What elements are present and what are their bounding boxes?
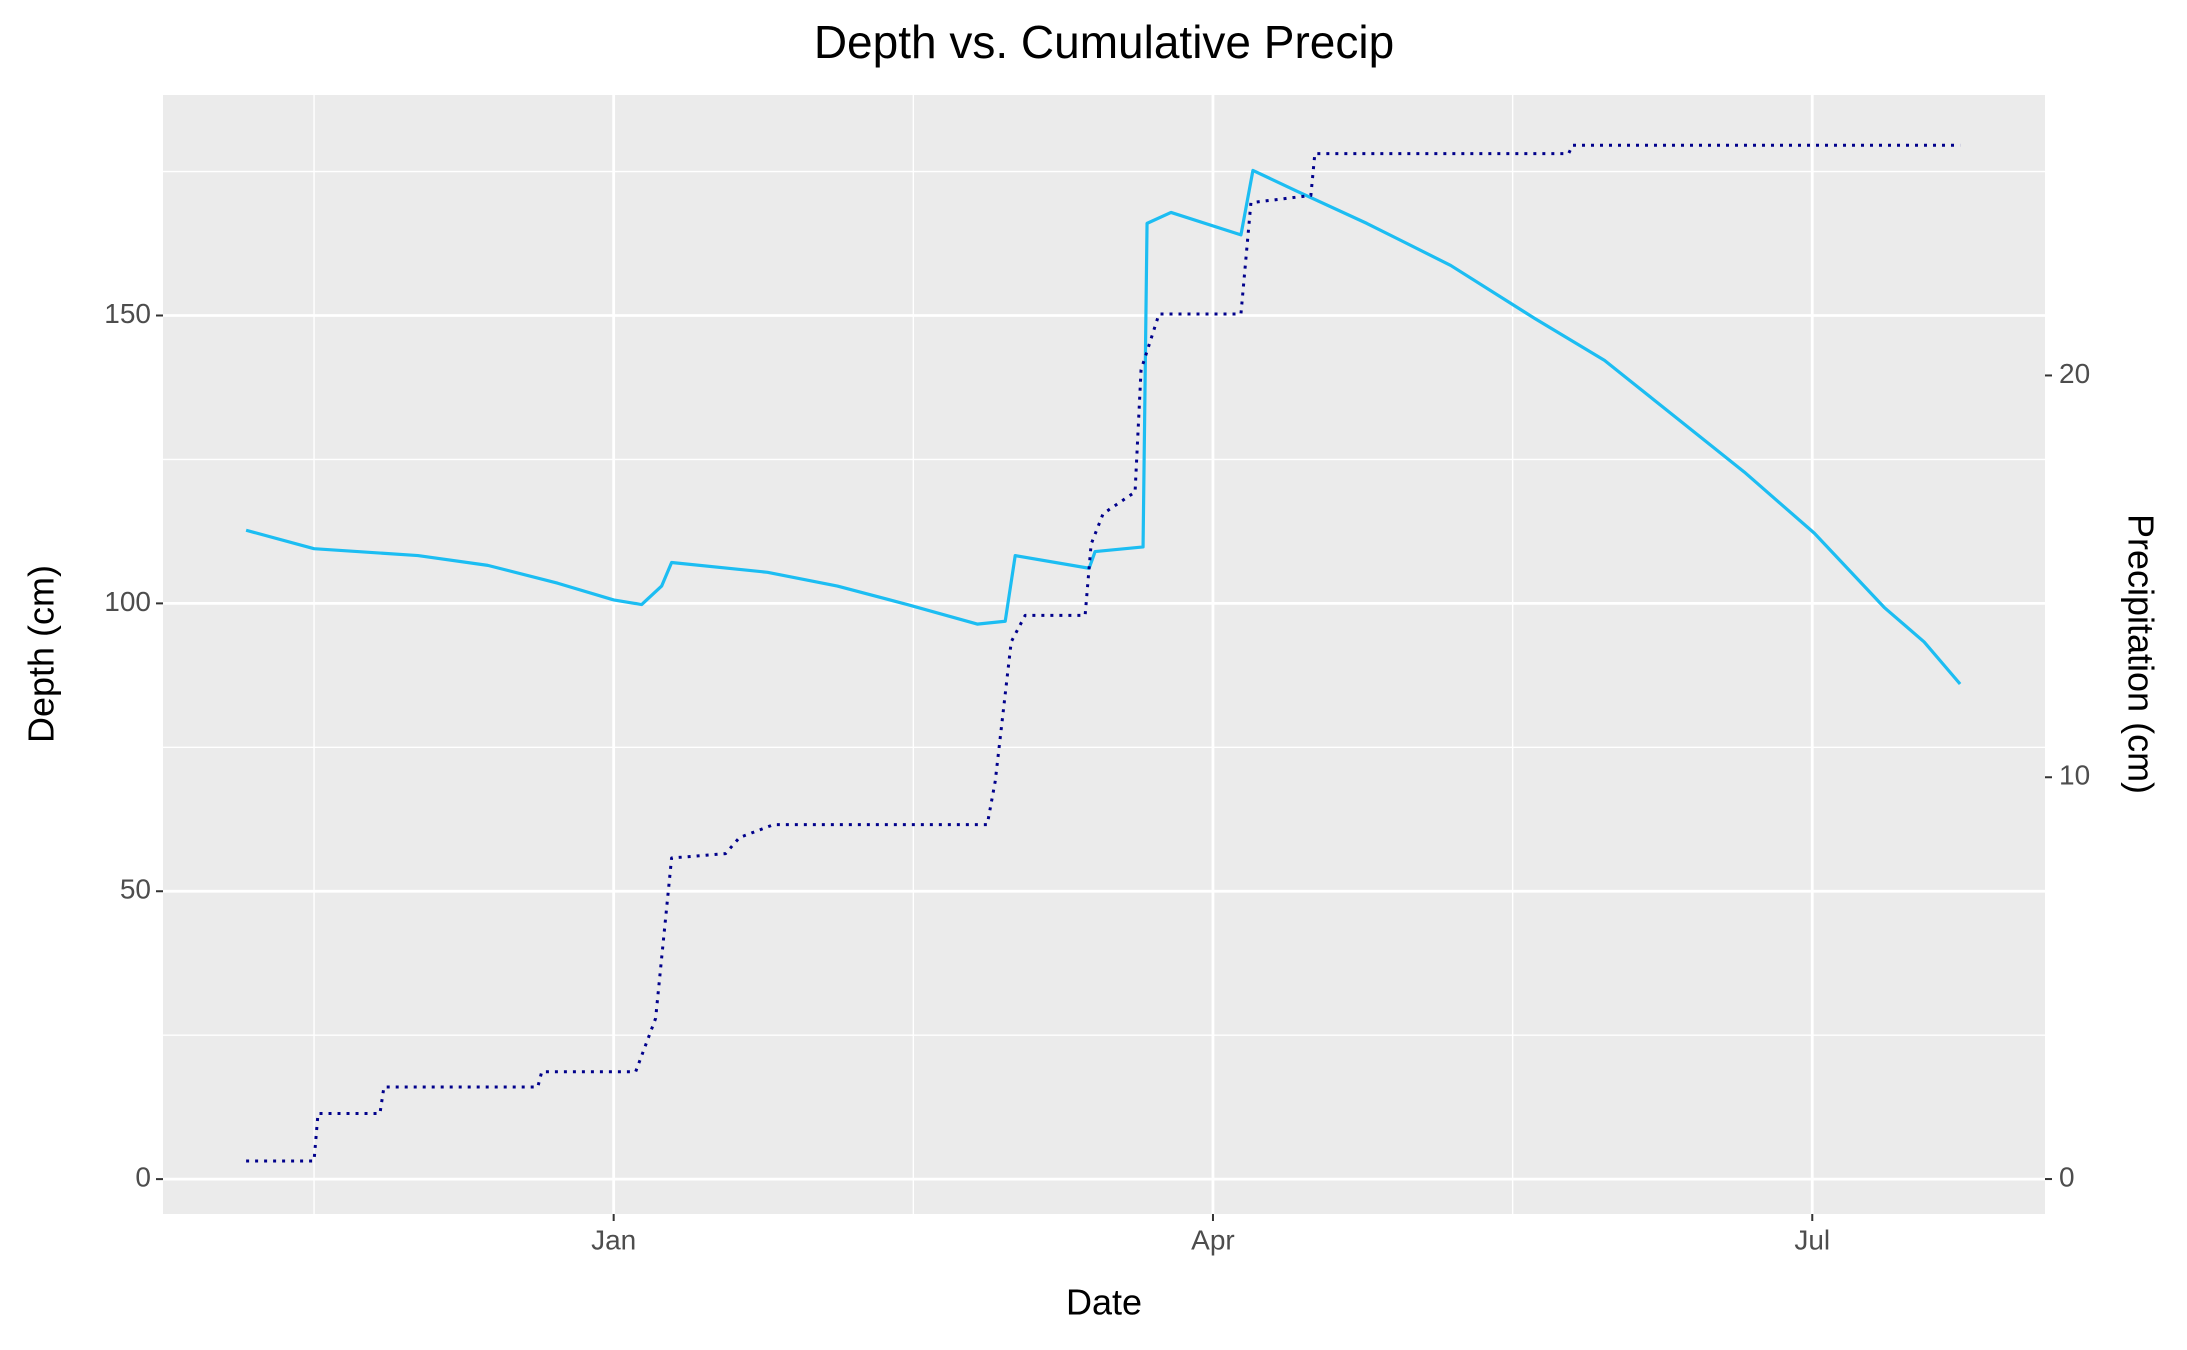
y2-tick-label: 20 <box>2059 358 2090 389</box>
x-axis-title: Date <box>1066 1282 1142 1323</box>
chart-title: Depth vs. Cumulative Precip <box>814 16 1394 68</box>
y-tick-label: 0 <box>135 1162 151 1193</box>
y-tick-label: 50 <box>120 874 151 905</box>
data-line <box>246 143 1961 1163</box>
x-tick-label: Jan <box>591 1224 636 1255</box>
x-tick-label: Jul <box>1794 1224 1830 1255</box>
y-tick-label: 150 <box>104 298 151 329</box>
y2-axis-title: Precipitation (cm) <box>2120 514 2161 794</box>
y-tick-label: 100 <box>104 586 151 617</box>
data-line <box>245 168 1962 686</box>
x-tick-label: Apr <box>1191 1224 1235 1255</box>
plot-background <box>163 95 2045 1214</box>
y-axis-title: Depth (cm) <box>21 565 62 743</box>
y2-tick-label: 10 <box>2059 760 2090 791</box>
y2-tick-label: 0 <box>2059 1161 2075 1192</box>
